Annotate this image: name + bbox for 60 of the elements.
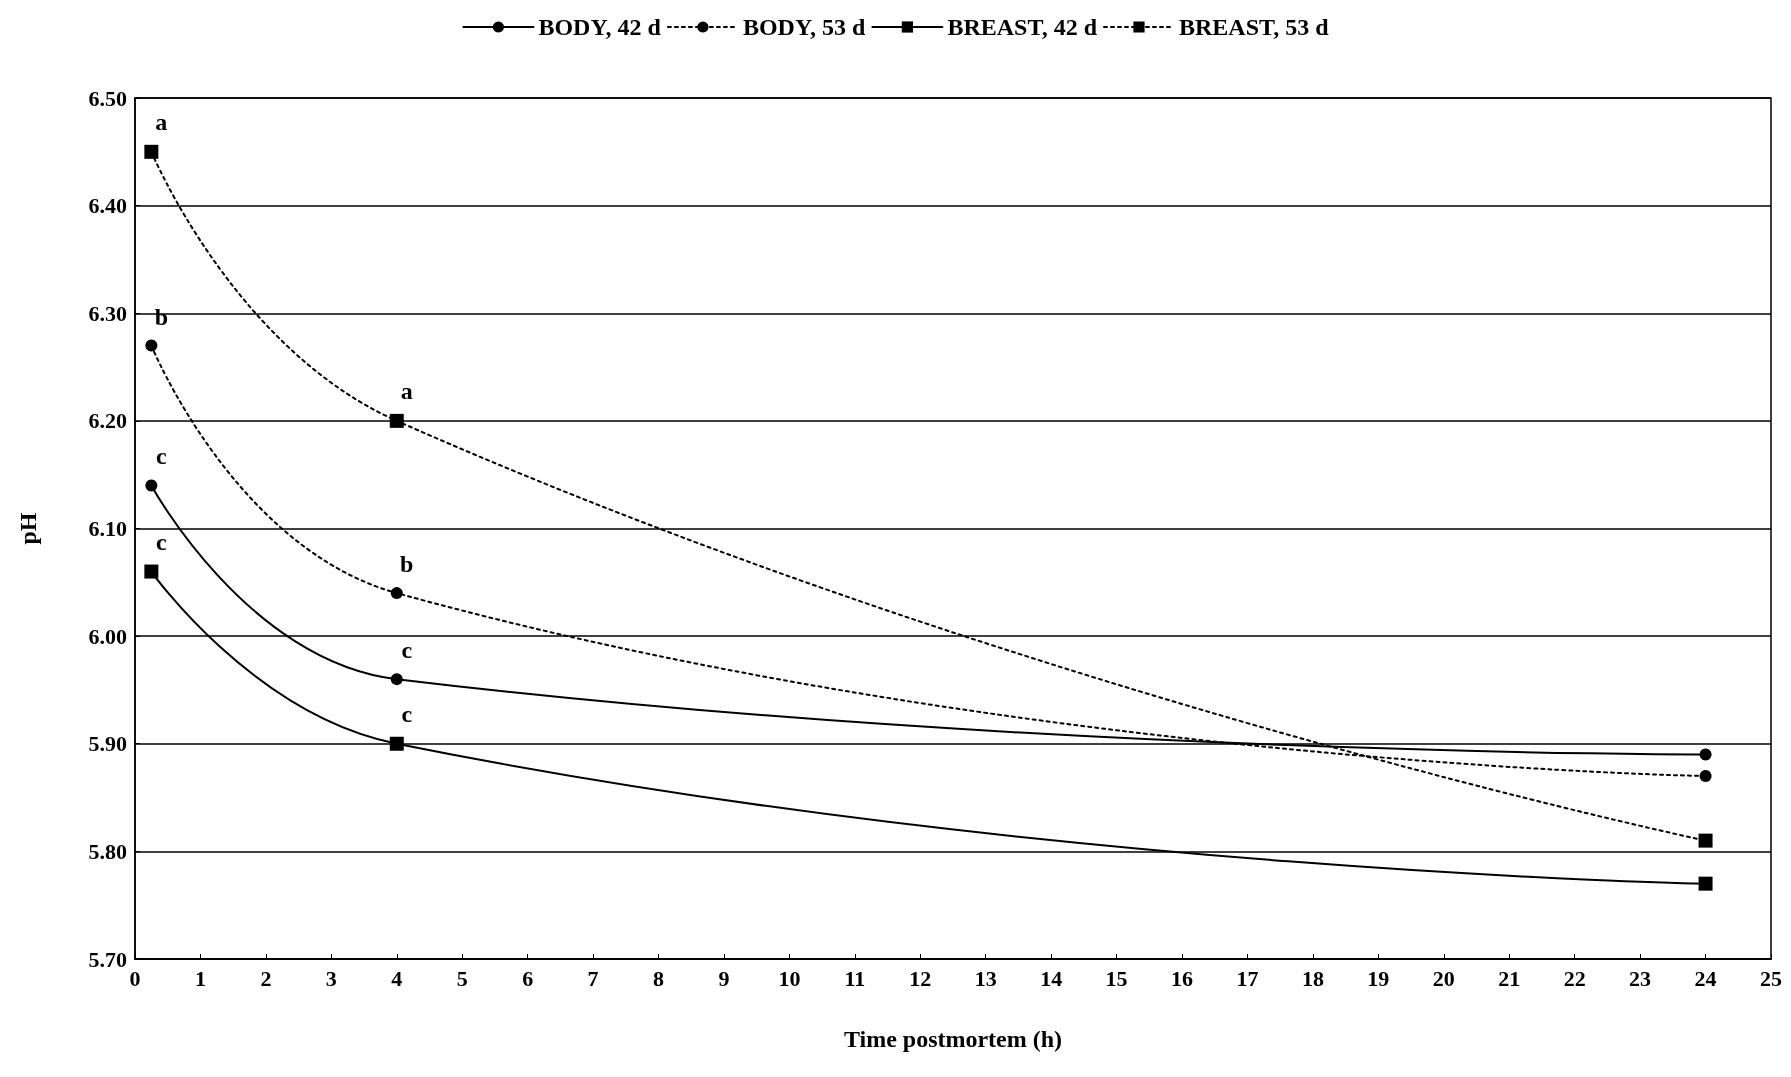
x-tick-label: 4 (391, 965, 403, 991)
point (145, 339, 158, 352)
point (1698, 876, 1713, 891)
point (1699, 748, 1712, 761)
x-tick-label: 22 (1563, 965, 1586, 991)
y-tick-label: 6.40 (88, 193, 127, 219)
x-tick-label: 7 (587, 965, 599, 991)
y-tick-label: 6.50 (88, 85, 127, 111)
legend-label: BODY, 42 d (538, 14, 662, 40)
y-axis-title: pH (15, 512, 41, 545)
data-label: b (400, 551, 414, 578)
y-tick-label: 6.10 (88, 516, 127, 541)
x-tick-label: 25 (1760, 965, 1782, 991)
point (145, 479, 158, 492)
data-label: c (401, 637, 413, 664)
x-tick-label: 2 (260, 965, 272, 991)
point (144, 144, 159, 159)
data-label: c (156, 443, 168, 470)
point (144, 564, 159, 579)
x-tick-label: 21 (1498, 965, 1521, 991)
x-tick-label: 1 (194, 965, 206, 991)
y-tick-label: 5.70 (88, 946, 127, 972)
x-tick-label: 13 (974, 965, 997, 991)
x-tick-label: 9 (718, 965, 730, 991)
point (390, 587, 403, 600)
point (1698, 833, 1713, 848)
point (389, 413, 404, 428)
x-tick-label: 8 (653, 965, 665, 991)
x-tick-label: 14 (1040, 965, 1063, 991)
x-tick-label: 19 (1367, 965, 1390, 991)
x-tick-label: 23 (1629, 965, 1652, 991)
x-tick-label: 16 (1171, 965, 1194, 991)
x-tick-label: 6 (522, 965, 534, 991)
point (390, 673, 403, 686)
point (1699, 770, 1712, 783)
y-tick-label: 5.90 (88, 731, 127, 757)
data-label: c (156, 528, 168, 555)
x-tick-label: 15 (1105, 965, 1128, 991)
y-tick-label: 6.30 (88, 300, 127, 326)
x-tick-label: 12 (909, 965, 932, 991)
y-tick-label: 6.20 (88, 408, 127, 434)
x-tick-label: 10 (778, 965, 801, 991)
x-tick-label: 18 (1301, 965, 1324, 991)
x-tick-label: 24 (1694, 965, 1717, 991)
data-label: a (400, 377, 413, 404)
point (389, 736, 404, 751)
x-tick-label: 17 (1236, 965, 1259, 991)
x-tick-label: 11 (844, 965, 866, 991)
legend-label: BREAST, 42 d (947, 14, 1098, 40)
y-tick-label: 5.80 (88, 838, 127, 864)
y-tick-label: 6.00 (88, 623, 127, 649)
x-tick-label: 3 (325, 965, 337, 991)
legend-label: BODY, 53 d (742, 14, 867, 40)
x-tick-label: 5 (456, 965, 468, 991)
data-label: c (401, 700, 413, 727)
data-label: a (155, 108, 168, 135)
legend-label: BREAST, 53 d (1178, 14, 1330, 40)
x-axis-title: Time postmortem (h) (843, 1026, 1063, 1052)
x-tick-label: 0 (129, 965, 141, 991)
x-tick-label: 20 (1432, 965, 1455, 991)
